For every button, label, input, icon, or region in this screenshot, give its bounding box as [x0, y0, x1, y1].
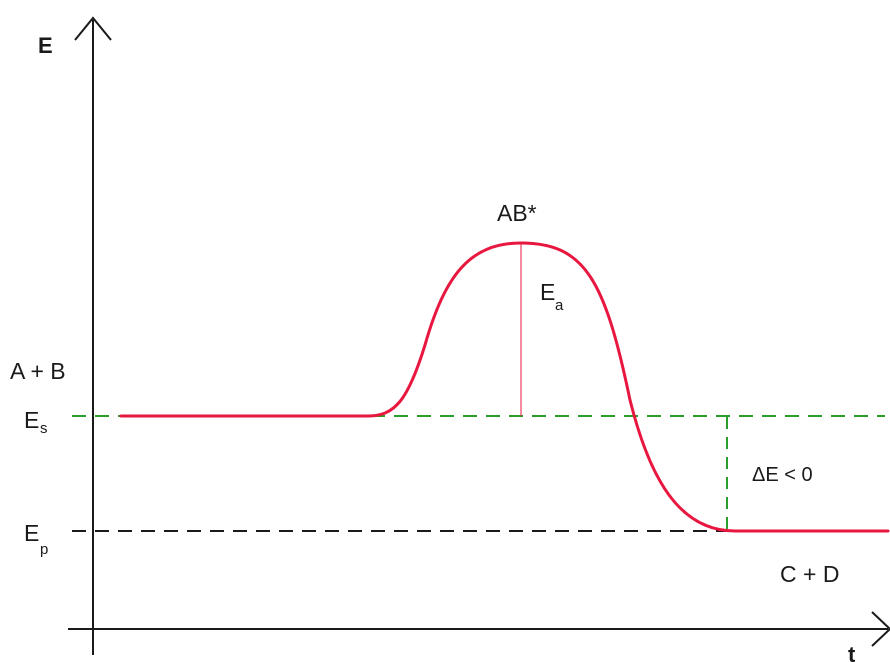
es-main-text: E: [24, 407, 39, 433]
transition-state-label: AB*: [497, 200, 537, 226]
delta-e-label: ΔE < 0: [752, 464, 813, 486]
activation-energy-label: E a: [540, 279, 564, 314]
y-axis-label: E: [38, 33, 53, 58]
ea-main-text: E: [540, 279, 555, 305]
reaction-energy-curve: [121, 243, 888, 531]
x-axis-label: t: [848, 642, 856, 662]
reactants-label: A + B: [10, 358, 66, 384]
products-label: C + D: [780, 561, 839, 587]
ep-level-label: E p: [24, 520, 48, 558]
es-sub-text: s: [40, 420, 48, 437]
ep-main-text: E: [24, 520, 39, 546]
ep-sub-text: p: [40, 541, 48, 558]
es-level-label: E s: [24, 407, 48, 437]
ea-sub-text: a: [555, 297, 564, 314]
